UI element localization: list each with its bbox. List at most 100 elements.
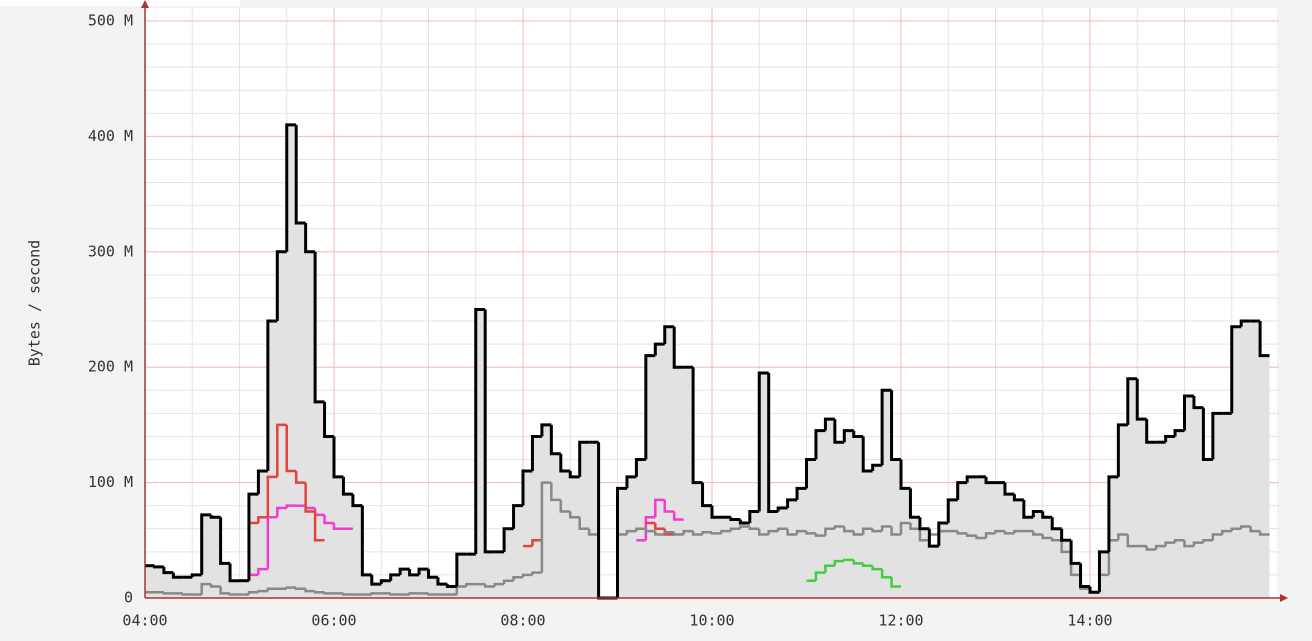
step-segment bbox=[181, 593, 193, 596]
step-segment bbox=[644, 354, 656, 460]
step-segment bbox=[880, 525, 892, 532]
step-segment bbox=[880, 388, 892, 466]
step-segment bbox=[257, 515, 268, 523]
step-segment bbox=[748, 526, 760, 531]
y-tick-label: 100 M bbox=[88, 473, 133, 491]
step-segment bbox=[1201, 407, 1213, 462]
step-segment bbox=[663, 499, 675, 513]
step-segment bbox=[1022, 499, 1034, 519]
step-segment bbox=[408, 569, 420, 577]
step-segment bbox=[937, 521, 949, 547]
step-segment bbox=[663, 325, 675, 345]
step-segment bbox=[909, 522, 920, 531]
step-segment bbox=[502, 527, 514, 552]
step-segment bbox=[1192, 541, 1204, 547]
step-segment bbox=[1032, 531, 1043, 536]
step-segment bbox=[1239, 525, 1251, 529]
step-segment bbox=[758, 528, 769, 536]
step-segment bbox=[1135, 378, 1147, 421]
step-segment bbox=[871, 565, 883, 571]
step-segment bbox=[918, 517, 930, 531]
step-segment bbox=[823, 417, 835, 431]
step-segment bbox=[984, 532, 996, 538]
step-segment bbox=[200, 513, 212, 575]
step-segment bbox=[1060, 540, 1072, 554]
step-segment bbox=[569, 511, 580, 519]
step-segment bbox=[436, 577, 448, 586]
step-segment bbox=[162, 566, 174, 575]
step-segment bbox=[370, 574, 382, 586]
step-segment bbox=[408, 592, 420, 595]
step-segment bbox=[1069, 540, 1081, 565]
step-segment bbox=[635, 527, 646, 532]
step-segment bbox=[861, 436, 873, 473]
step-segment bbox=[1249, 526, 1261, 533]
step-segment bbox=[304, 222, 316, 254]
step-segment bbox=[776, 506, 788, 512]
step-segment bbox=[427, 569, 438, 579]
step-segment bbox=[908, 488, 920, 519]
y-tick-label: 400 M bbox=[88, 127, 133, 145]
corner bbox=[0, 0, 240, 6]
step-segment bbox=[1107, 475, 1119, 552]
step-segment bbox=[228, 563, 240, 583]
step-segment bbox=[843, 526, 854, 533]
step-segment bbox=[256, 469, 268, 495]
step-segment bbox=[994, 529, 1005, 534]
step-segment bbox=[1173, 429, 1185, 437]
step-segment bbox=[1050, 537, 1062, 542]
step-segment bbox=[209, 514, 221, 519]
step-segment bbox=[540, 423, 552, 437]
step-segment bbox=[984, 476, 996, 485]
step-segment bbox=[691, 367, 703, 485]
step-segment bbox=[219, 517, 231, 565]
step-segment bbox=[748, 509, 760, 523]
area-fill bbox=[145, 124, 1270, 599]
step-segment bbox=[1145, 546, 1157, 551]
step-segment bbox=[294, 587, 306, 591]
step-segment bbox=[417, 567, 429, 575]
step-segment bbox=[294, 124, 306, 225]
step-segment bbox=[1221, 529, 1232, 535]
step-segment bbox=[861, 563, 873, 567]
step-segment bbox=[1116, 423, 1128, 477]
step-segment bbox=[1097, 550, 1109, 593]
step-segment bbox=[701, 530, 712, 535]
step-segment bbox=[323, 592, 334, 595]
step-segment bbox=[767, 529, 779, 535]
step-segment bbox=[738, 519, 750, 525]
step-segment bbox=[474, 308, 486, 555]
step-segment bbox=[1088, 586, 1100, 594]
step-segment bbox=[540, 481, 552, 573]
step-segment bbox=[946, 498, 958, 523]
x-tick-label: 06:00 bbox=[311, 612, 356, 630]
step-segment bbox=[559, 499, 571, 513]
step-segment bbox=[465, 582, 476, 587]
step-segment bbox=[483, 309, 495, 554]
step-segment bbox=[861, 527, 873, 535]
step-segment bbox=[568, 471, 580, 479]
step-segment bbox=[805, 458, 816, 489]
step-segment bbox=[332, 522, 344, 531]
step-segment bbox=[275, 250, 287, 322]
step-segment bbox=[710, 532, 722, 535]
step-segment bbox=[729, 527, 741, 532]
step-segment bbox=[445, 584, 457, 588]
step-segment bbox=[389, 573, 401, 581]
step-segment bbox=[852, 531, 864, 536]
step-segment bbox=[427, 593, 438, 596]
y-tick-label: 300 M bbox=[88, 242, 133, 260]
step-segment bbox=[483, 584, 495, 588]
step-segment bbox=[285, 504, 297, 508]
step-segment bbox=[1013, 529, 1024, 534]
step-segment bbox=[1117, 533, 1128, 541]
step-segment bbox=[1211, 533, 1223, 541]
step-segment bbox=[843, 558, 854, 562]
step-segment bbox=[880, 569, 892, 579]
step-segment bbox=[578, 440, 590, 477]
step-segment bbox=[285, 123, 297, 252]
step-segment bbox=[786, 498, 798, 508]
step-segment bbox=[200, 582, 212, 595]
step-segment bbox=[550, 482, 561, 502]
